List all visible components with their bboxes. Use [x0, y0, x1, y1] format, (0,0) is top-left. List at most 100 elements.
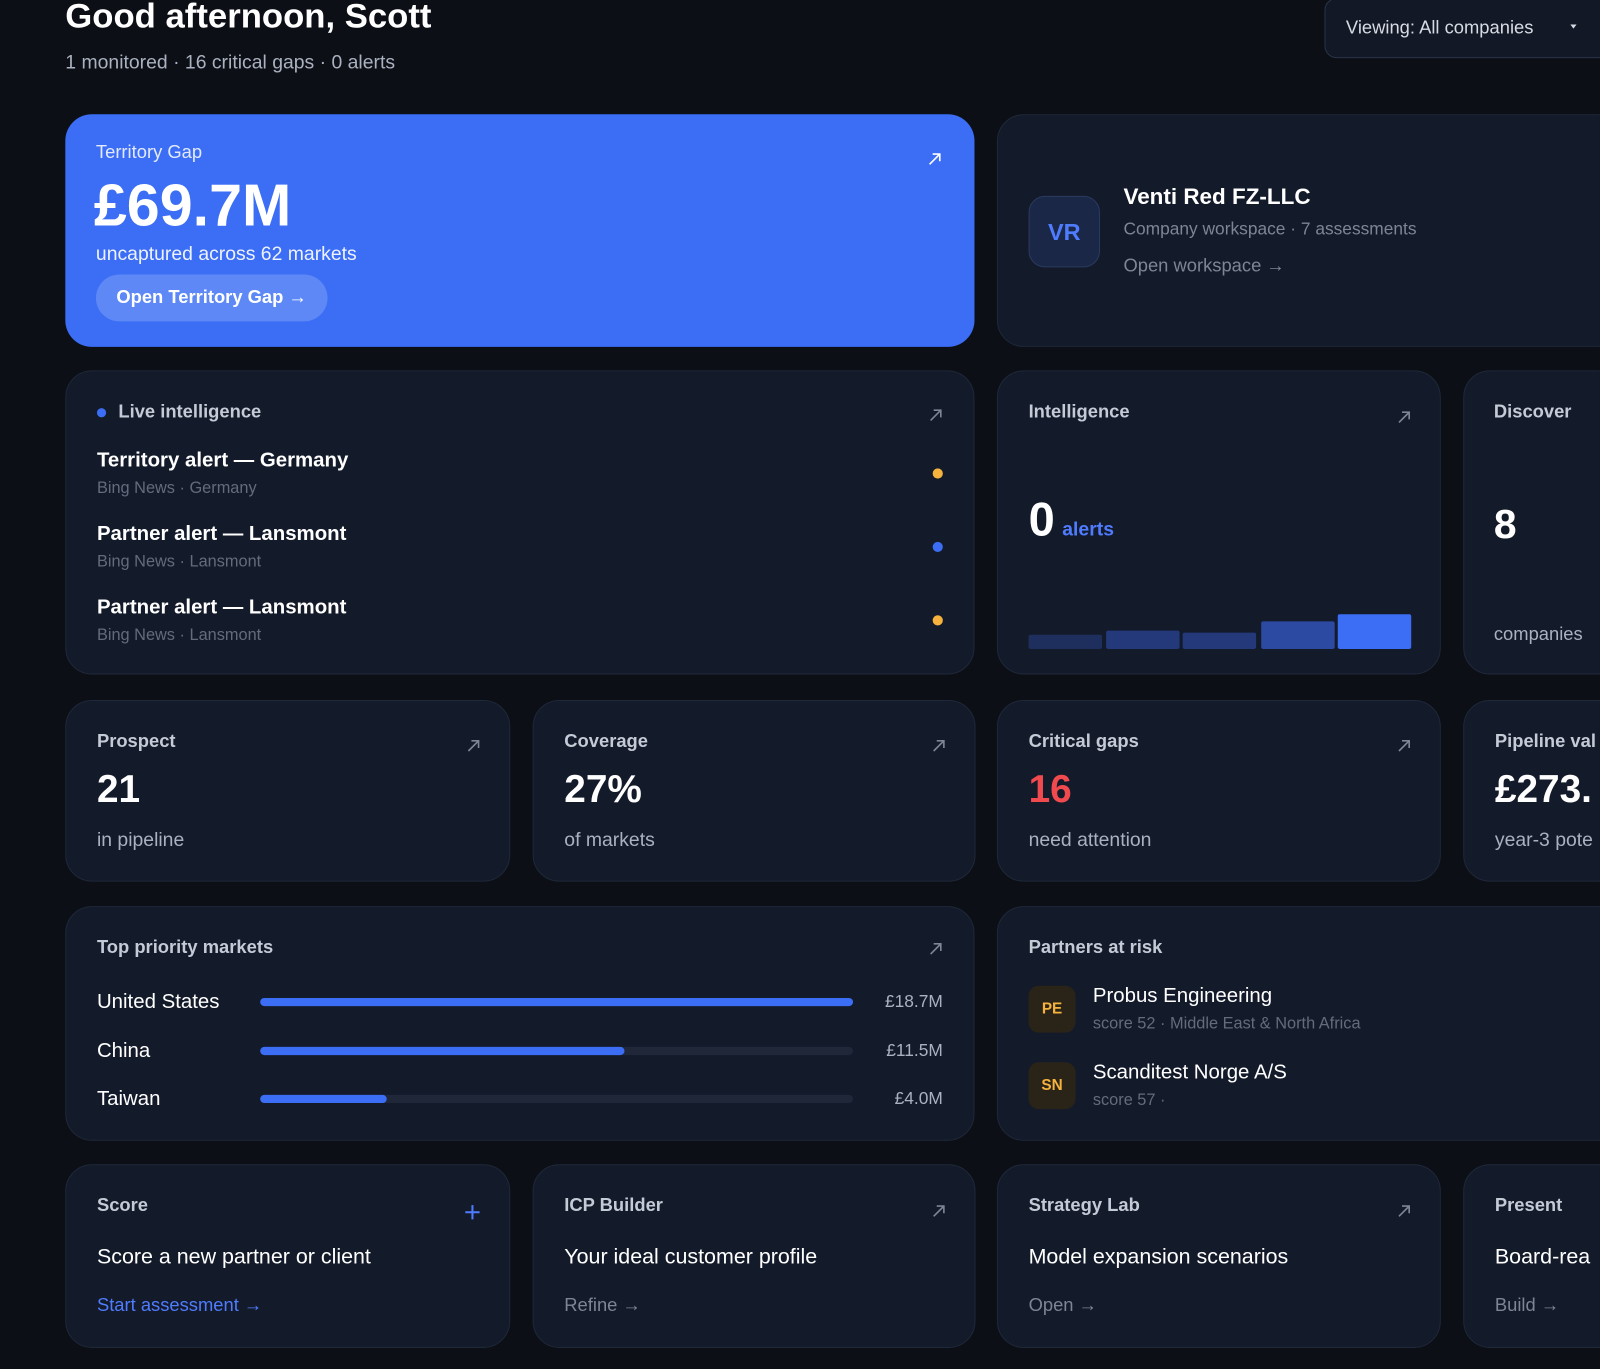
big-value: £69.7M: [93, 172, 292, 240]
stat-caption: need attention: [1028, 829, 1152, 851]
stat-value: 16: [1028, 768, 1072, 812]
card-label: Territory Gap: [95, 142, 203, 163]
stat-caption: year-3 pote: [1494, 829, 1593, 851]
open-icon[interactable]: [1397, 1204, 1411, 1218]
greeting: Good afternoon, Scott: [65, 0, 432, 36]
viewing-dropdown[interactable]: Viewing: All companies: [1324, 0, 1600, 59]
partner-avatar: PE: [1028, 985, 1076, 1033]
market-bar: [260, 1094, 388, 1104]
partner-name[interactable]: Probus Engineering: [1092, 984, 1273, 1008]
open-icon[interactable]: [929, 942, 943, 956]
open-icon[interactable]: [1397, 410, 1411, 424]
tool-link[interactable]: Start assessment →: [96, 1295, 263, 1316]
summary: 1 monitored · 16 critical gaps · 0 alert…: [65, 51, 396, 74]
caret: [1570, 24, 1577, 29]
stat-value: 27%: [564, 768, 642, 812]
bar-track: [260, 1094, 854, 1104]
top-markets-card: Top priority markets United States £18.7M C…: [65, 906, 975, 1141]
stat-value: 21: [96, 768, 141, 812]
open-icon[interactable]: [932, 1204, 946, 1218]
arrow-glyph: [930, 409, 942, 421]
arrow-glyph: [1398, 739, 1410, 752]
market-value: £11.5M: [886, 1040, 943, 1060]
card-title: Score: [96, 1195, 148, 1216]
card-title: Prospect: [96, 731, 176, 752]
alert-source: Bing News · Lansmont: [96, 552, 262, 571]
alert-source: Bing News · Germany: [96, 479, 257, 497]
stat-card: Coverage 27% of markets: [532, 699, 976, 882]
open-icon[interactable]: [929, 408, 943, 422]
open-icon[interactable]: [932, 739, 946, 753]
tool-link[interactable]: Build →: [1494, 1295, 1560, 1316]
stat-card: Pipeline val £273. year-3 pote: [1463, 699, 1600, 882]
alert-title[interactable]: Partner alert — Lansmont: [96, 595, 347, 619]
card-title: Present: [1494, 1195, 1563, 1216]
company-link[interactable]: Open workspace →: [1123, 255, 1285, 276]
tool-link[interactable]: Open →: [1028, 1295, 1097, 1316]
intelligence-card: Intelligence 0 alerts: [996, 370, 1441, 675]
value-unit: companies: [1493, 623, 1583, 645]
stat-caption: in pipeline: [96, 829, 185, 851]
tool-card: Present Board-rea Build →: [1463, 1164, 1600, 1348]
alert-title[interactable]: Territory alert — Germany: [96, 448, 349, 472]
card-title: Strategy Lab: [1028, 1195, 1140, 1216]
tool-headline: Score a new partner or client: [96, 1245, 371, 1269]
tool-card: ICP Builder Your ideal customer profile Re…: [532, 1164, 976, 1348]
market-value: £18.7M: [884, 991, 943, 1012]
alert-source: Bing News · Lansmont: [96, 626, 262, 644]
card-title: Live intelligence: [118, 401, 262, 422]
add-icon[interactable]: [464, 1204, 480, 1220]
mini-bar: [1337, 614, 1412, 649]
alert-title[interactable]: Partner alert — Lansmont: [96, 522, 347, 545]
big-value: 0: [1028, 492, 1055, 546]
company-meta: Company workspace · 7 assessments: [1123, 219, 1417, 239]
tool-card: Strategy Lab Model expansion scenarios Ope…: [996, 1164, 1441, 1348]
market-bar: [260, 997, 854, 1007]
company-card: VR Venti Red FZ-LLC Company workspace · 7 …: [996, 114, 1600, 347]
partners-card: Partners at risk PE Probus Engineering scor…: [996, 906, 1600, 1141]
live-dot: [96, 408, 107, 418]
partner-avatar: SN: [1028, 1062, 1076, 1110]
stat-caption: of markets: [564, 829, 655, 851]
status-dot: [932, 468, 943, 479]
viewing-label: Viewing: All companies: [1345, 17, 1534, 39]
tool-headline: Model expansion scenarios: [1028, 1245, 1289, 1269]
tool-link[interactable]: Refine →: [564, 1295, 641, 1316]
card-title: Partners at risk: [1028, 937, 1163, 958]
stat-card: Prospect 21 in pipeline: [65, 699, 511, 882]
market-bar: [260, 1046, 625, 1055]
card-title: Critical gaps: [1028, 731, 1139, 752]
card-title: ICP Builder: [564, 1195, 663, 1216]
open-icon[interactable]: [466, 739, 480, 753]
card-title: Top priority markets: [96, 937, 274, 958]
partner-meta: score 57 ·: [1092, 1091, 1166, 1109]
open-button[interactable]: Open Territory Gap →: [95, 274, 328, 322]
company-avatar: VR: [1028, 195, 1100, 268]
market-name: China: [96, 1039, 151, 1062]
open-icon[interactable]: [928, 152, 942, 166]
market-name: Taiwan: [96, 1087, 161, 1111]
arrow-glyph: [930, 943, 942, 955]
partner-name[interactable]: Scanditest Norge A/S: [1092, 1061, 1287, 1084]
territory-gap-card: Territory Gap £69.7M uncaptured across 62 …: [65, 114, 975, 347]
mini-bar: [1182, 632, 1257, 649]
arrow-glyph: [1398, 1205, 1410, 1217]
open-icon[interactable]: [1397, 739, 1411, 753]
status-dot: [932, 615, 943, 626]
arrow-glyph: [933, 1205, 945, 1217]
discover-card: Discover 8 companies: [1463, 370, 1600, 675]
tool-headline: Your ideal customer profile: [564, 1245, 818, 1269]
company-name: Venti Red FZ-LLC: [1123, 183, 1311, 209]
arrow-glyph: [929, 153, 941, 165]
mini-bar: [1106, 630, 1180, 649]
tool-card: Score Score a new partner or client Start …: [65, 1164, 511, 1348]
big-value: 8: [1493, 502, 1517, 547]
mini-bar: [1028, 634, 1103, 649]
card-title: Discover: [1493, 401, 1572, 422]
market-value: £4.0M: [894, 1088, 943, 1109]
arrow-glyph: [467, 739, 480, 752]
card-title: Pipeline val: [1494, 731, 1596, 752]
mini-bar: [1261, 621, 1335, 649]
